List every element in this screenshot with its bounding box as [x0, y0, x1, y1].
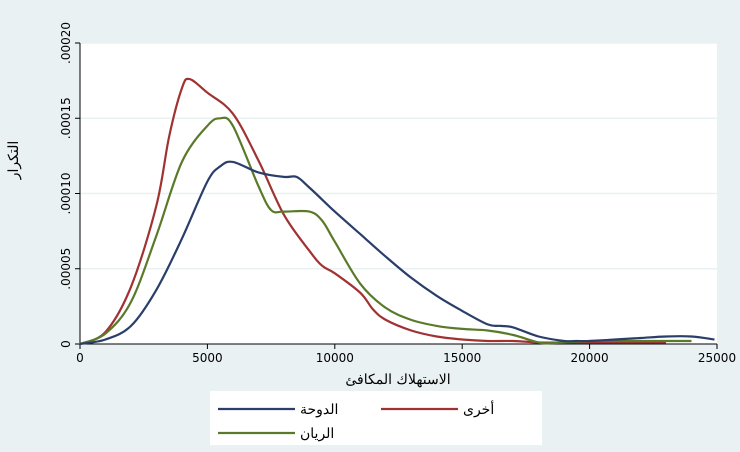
y-axis-title: التكرار: [6, 141, 22, 181]
x-axis-ticks: 0 5000 10000 15000 20000 25000: [76, 344, 736, 365]
series-lines: [79, 77, 715, 346]
legend: الدوحة أخرى الريان: [210, 391, 542, 445]
y-tick-label: .00015: [59, 97, 73, 139]
y-axis-ticks: 0 .00005 .00010 .00015 .00020: [59, 22, 80, 348]
y-tick-label: 0: [59, 340, 73, 348]
x-tick-label: 0: [76, 351, 84, 365]
grid-lines: [80, 42, 717, 270]
legend-label: أخرى: [463, 399, 494, 418]
series-line: [79, 160, 715, 346]
legend-label: الريان: [300, 426, 334, 442]
x-tick-label: 10000: [316, 351, 354, 365]
x-axis-title: الاستهلاك المكافئ: [345, 372, 450, 388]
x-tick-label: 15000: [443, 351, 481, 365]
x-tick-label: 20000: [571, 351, 609, 365]
y-tick-label: .00005: [59, 248, 73, 290]
y-tick-label: .00010: [59, 173, 73, 215]
legend-box: [210, 391, 542, 445]
legend-label: الدوحة: [300, 402, 338, 418]
x-tick-label: 5000: [192, 351, 223, 365]
y-tick-label: .00020: [59, 22, 73, 64]
x-tick-label: 25000: [698, 351, 736, 365]
